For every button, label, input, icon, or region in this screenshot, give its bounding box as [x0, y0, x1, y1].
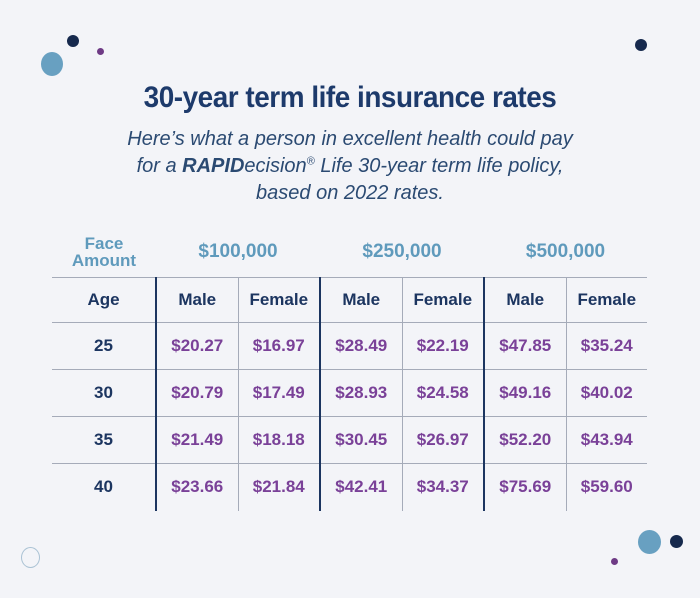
rates-table: Age Male Female Male Female Male Female …: [52, 277, 647, 511]
age-cell: 30: [52, 369, 156, 417]
rate-cell: $30.45: [319, 416, 402, 464]
subtitle-line2-prefix: for a: [136, 155, 183, 177]
header-male-250k: Male: [319, 277, 402, 323]
face-amount-label: Face Amount: [52, 235, 156, 269]
subtitle-line1: Here’s what a person in excellent health…: [127, 128, 573, 150]
rate-cell: $21.49: [155, 416, 238, 464]
subtitle-line3: based on 2022 rates.: [256, 182, 444, 204]
rate-cell: $18.18: [237, 416, 320, 464]
rate-cell: $47.85: [483, 322, 566, 370]
rate-cell: $28.49: [319, 322, 402, 370]
table-row-age-30: 30 $20.79 $17.49 $28.93 $24.58 $49.16 $4…: [52, 369, 647, 417]
decor-dot-blue-top-left: [41, 52, 63, 76]
table-row-age-40: 40 $23.66 $21.84 $42.41 $34.37 $75.69 $5…: [52, 463, 647, 511]
header-male-500k: Male: [483, 277, 566, 323]
age-cell: 35: [52, 416, 156, 464]
decor-dot-blue-bottom-right: [638, 530, 661, 554]
rate-cell: $23.66: [155, 463, 238, 511]
page-title: 30-year term life insurance rates: [143, 81, 557, 114]
decor-dot-navy-top-right: [635, 39, 647, 51]
decor-dot-navy-top-left: [67, 35, 79, 47]
header-female-500k: Female: [565, 277, 647, 323]
rate-cell: $22.19: [401, 322, 484, 370]
table-row-age-35: 35 $21.49 $18.18 $30.45 $26.97 $52.20 $4…: [52, 416, 647, 464]
face-amount-label-line1: Face: [84, 233, 124, 253]
subtitle-line2-suffix: Life 30-year term life policy,: [314, 155, 564, 177]
rate-cell: $75.69: [483, 463, 566, 511]
face-amount-100k: $100,000: [198, 240, 278, 262]
header-male-100k: Male: [155, 277, 238, 323]
decor-dot-purple-bottom-right: [611, 558, 618, 565]
rate-cell: $20.79: [155, 369, 238, 417]
rate-cell: $24.58: [401, 369, 484, 417]
rate-cell: $59.60: [565, 463, 647, 511]
header-female-100k: Female: [237, 277, 320, 323]
header-age: Age: [52, 277, 156, 323]
rate-cell: $34.37: [401, 463, 484, 511]
rate-cell: $28.93: [319, 369, 402, 417]
rate-cell: $52.20: [483, 416, 566, 464]
brand-name-bold: RAPID: [182, 155, 245, 177]
rate-cell: $40.02: [565, 369, 647, 417]
rate-cell: $26.97: [401, 416, 484, 464]
face-amount-label-line2: Amount: [71, 250, 137, 270]
age-cell: 40: [94, 477, 113, 497]
face-amount-250k: $250,000: [362, 240, 442, 262]
registered-trademark-symbol: ®: [306, 155, 315, 168]
decor-circle-outline-bottom-left: [21, 547, 40, 568]
rate-cell: $42.41: [319, 463, 402, 511]
rate-cell: $43.94: [565, 416, 647, 464]
age-cell: 25: [52, 322, 156, 370]
rate-cell: $35.24: [565, 322, 647, 370]
rate-cell: $17.49: [237, 369, 320, 417]
brand-name-rest: ecision: [244, 155, 307, 177]
face-amount-header-row: Face Amount $100,000 $250,000 $500,000: [52, 229, 647, 274]
rate-cell: $49.16: [483, 369, 566, 417]
column-header-row: Age Male Female Male Female Male Female: [52, 277, 647, 323]
decor-dot-purple-top-left: [97, 48, 104, 55]
rate-cell: $16.97: [237, 322, 320, 370]
rate-cell: $20.27: [155, 322, 238, 370]
header-female-250k: Female: [401, 277, 484, 323]
decor-dot-navy-bottom-right: [670, 535, 683, 548]
face-amount-500k: $500,000: [525, 240, 606, 262]
table-row-age-25: 25 $20.27 $16.97 $28.49 $22.19 $47.85 $3…: [52, 322, 647, 370]
rate-cell: $21.84: [237, 463, 320, 511]
page-subtitle: Here’s what a person in excellent health…: [0, 126, 700, 207]
